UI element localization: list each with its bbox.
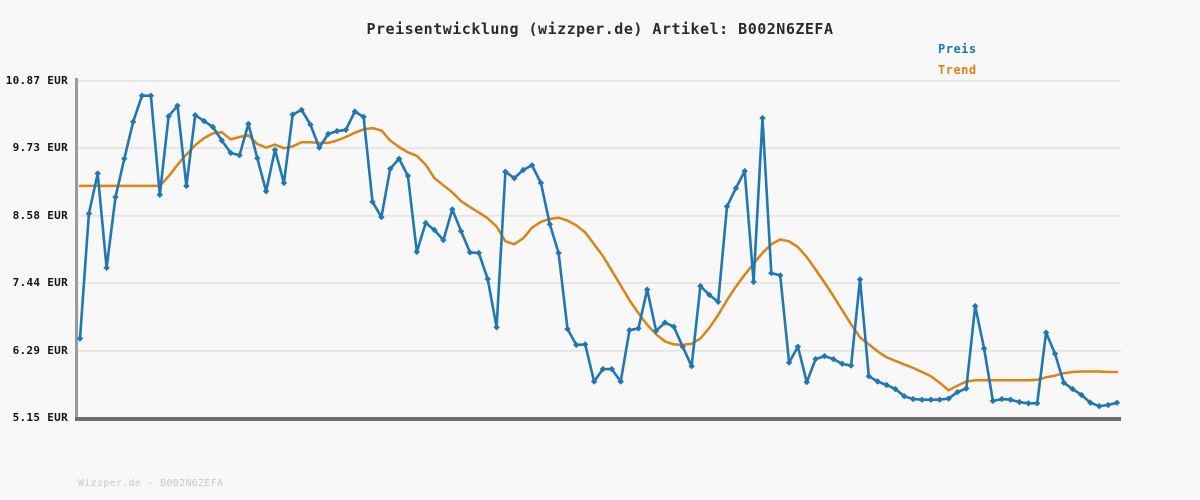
price-line: [78, 94, 1119, 408]
y-axis-tick-label: 7.44 EUR: [12, 276, 68, 290]
y-axis-tick-label: 8.58 EUR: [12, 208, 68, 222]
legend-item-preis: Preis: [938, 42, 977, 56]
legend-item-trend: Trend: [938, 63, 977, 77]
y-axis-tick-label: 6.29 EUR: [12, 343, 68, 357]
watermark: Wizzper.de - B002N6ZEFA: [78, 478, 224, 489]
y-axis-tick-label: 9.73 EUR: [12, 141, 68, 155]
chart-legend: Preis Trend: [938, 39, 977, 81]
chart-title: Preisentwicklung (wizzper.de) Artikel: B…: [366, 20, 834, 38]
y-axis-tick-label: 5.15 EUR: [12, 411, 68, 424]
y-axis-tick-label: 10.87 EUR: [5, 74, 68, 87]
